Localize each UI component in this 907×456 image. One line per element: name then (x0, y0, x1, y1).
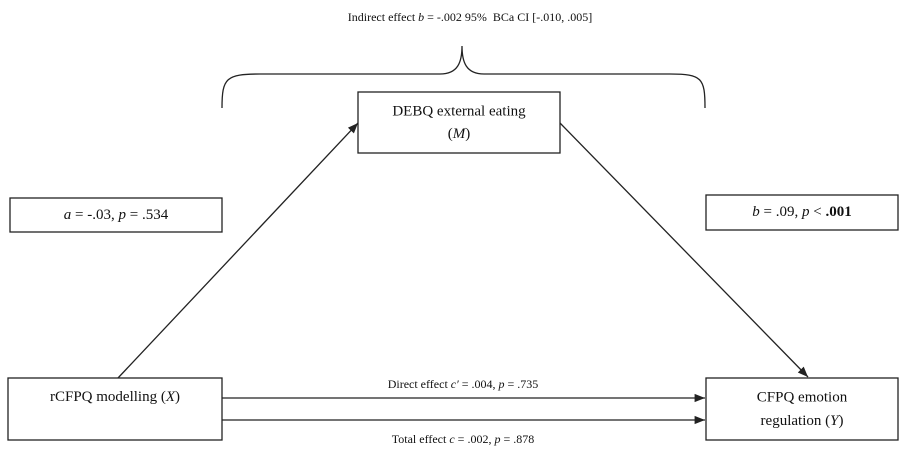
mediator-label: DEBQ external eating (392, 103, 526, 119)
total-effect-label: Total effect c = .002, p = .878 (392, 432, 534, 446)
path-a-box (9, 197, 223, 233)
outcome-label: regulation (Y) (761, 413, 844, 429)
direct-effect-label: Direct effect c′ = .004, p = .735 (388, 377, 539, 391)
predictor-label: rCFPQ modelling (X) (50, 389, 180, 405)
mediator-label: (M) (448, 126, 471, 142)
path-b-box (705, 194, 899, 231)
arrow-b (559, 122, 809, 378)
arrow-a (117, 122, 359, 379)
predictor-box (7, 377, 223, 441)
path-a-label: a = -.03, p = .534 (64, 207, 169, 223)
mediator-box (357, 91, 561, 154)
brace (221, 45, 706, 109)
path-b-label: b = .09, p < .001 (752, 204, 851, 220)
outcome-label: CFPQ emotion (757, 389, 848, 405)
outcome-box (705, 377, 899, 441)
indirect-effect: Indirect effect b = -.002 95% BCa CI [-.… (348, 10, 593, 24)
